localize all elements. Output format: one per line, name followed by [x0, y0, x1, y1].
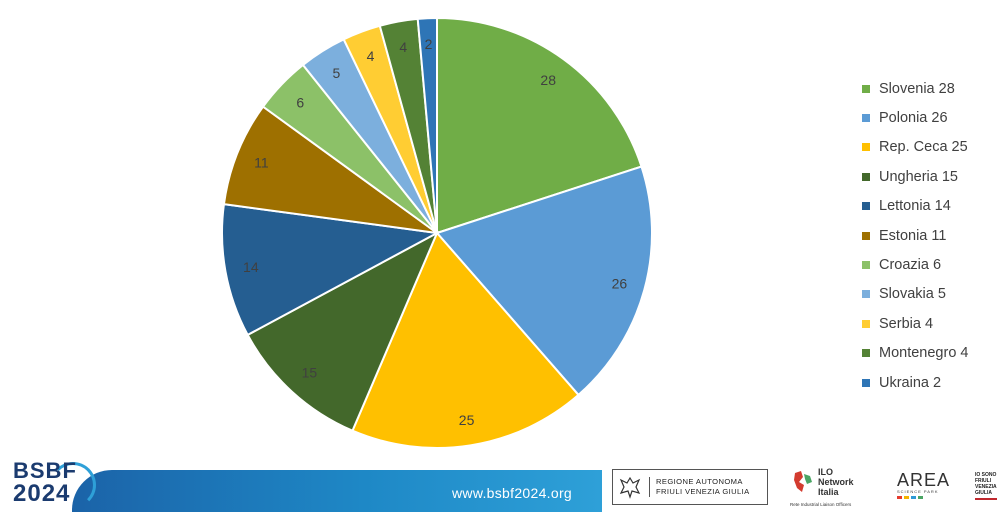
ilo-line2: Network [818, 477, 854, 487]
regione-text: REGIONE AUTONOMA FRIULI VENEZIA GIULIA [649, 477, 750, 497]
ilo-subtitle: Rete Industrial Liaison Officers [790, 502, 852, 507]
legend-swatch [862, 290, 870, 299]
bsbf-logo: BSBF 2024 [10, 456, 96, 512]
legend-swatch [862, 319, 870, 328]
logo-text-line1: BSBF [13, 458, 77, 483]
pie-slice-rep-ceca [351, 231, 580, 449]
pie-slice-estonia [222, 105, 438, 234]
slice-value-label: 25 [459, 412, 475, 428]
legend-swatch [862, 349, 870, 358]
area-title: AREA [897, 470, 951, 490]
pie-slice-slovenia [436, 16, 643, 235]
pie-slice-lettonia [221, 203, 441, 337]
iosono-line2: FRIULI [975, 478, 992, 484]
slice-value-label: 28 [540, 72, 556, 88]
slice-value-label: 14 [243, 259, 259, 275]
slice-value-label: 26 [612, 275, 628, 291]
ilo-line1: ILO [818, 467, 833, 477]
footer-band: www.bsbf2024.org [72, 470, 602, 512]
regione-fvg-logo: REGIONE AUTONOMA FRIULI VENEZIA GIULIA [612, 469, 768, 505]
slice-value-label: 6 [296, 94, 304, 110]
area-bars-icon [897, 496, 953, 499]
legend-item: Serbia 4 [862, 309, 968, 338]
slice-value-label: 5 [332, 65, 340, 81]
iosono-line1: IO SONO [975, 472, 997, 478]
pie-slice-ungheria [246, 230, 440, 433]
legend-label: Ungheria 15 [879, 168, 958, 185]
legend-item: Montenegro 4 [862, 339, 968, 368]
iosono-line3: VENEZIA [975, 484, 997, 490]
legend-item: Croazia 6 [862, 250, 968, 279]
slice-value-label: 15 [302, 365, 318, 381]
legend-swatch [862, 114, 870, 123]
legend-swatch [862, 143, 870, 152]
slice-value-label: 4 [399, 39, 407, 55]
regione-line1: REGIONE AUTONOMA [656, 477, 743, 486]
regione-line2: FRIULI VENEZIA GIULIA [656, 487, 750, 496]
legend-item: Rep. Ceca 25 [862, 133, 968, 162]
legend-swatch [862, 172, 870, 181]
legend-item: Lettonia 14 [862, 192, 968, 221]
pie-slice-ukraina [416, 16, 438, 234]
chart-legend: Slovenia 28 Polonia 26 Rep. Ceca 25 Ungheri… [862, 74, 968, 397]
footer-url[interactable]: www.bsbf2024.org [452, 485, 572, 501]
iosono-line4: GIULIA [975, 490, 992, 496]
legend-label: Estonia 11 [879, 227, 947, 244]
ilo-mark-icon [794, 471, 812, 492]
area-subtitle: SCIENCE PARK [897, 489, 939, 494]
eagle-icon [619, 476, 641, 499]
footer: www.bsbf2024.org BSBF 2024 REGIONE AUTON… [0, 452, 1000, 512]
legend-label: Serbia 4 [879, 315, 934, 332]
slice-value-label: 11 [254, 155, 269, 171]
legend-swatch [862, 202, 870, 211]
legend-swatch [862, 231, 870, 240]
legend-label: Slovakia 5 [879, 286, 946, 303]
ilo-line3: Italia [818, 487, 839, 497]
area-science-park-logo: AREA SCIENCE PARK [897, 470, 953, 504]
iosono-underline [975, 498, 997, 500]
legend-swatch [862, 261, 870, 270]
logo-arc-icon [50, 462, 96, 508]
legend-label: Lettonia 14 [879, 198, 951, 215]
ilo-network-logo: ILO Network Italia Rete Industrial Liais… [790, 466, 876, 510]
legend-item: Estonia 11 [862, 221, 968, 250]
logo-text-line2: 2024 [13, 480, 71, 507]
pie-chart: 28 26 25 15 14 11 6 5 4 4 2 [221, 16, 653, 449]
legend-label: Montenegro 4 [879, 345, 969, 362]
legend-swatch [862, 84, 870, 93]
ilo-text: ILO Network Italia [818, 467, 854, 497]
legend-item: Polonia 26 [862, 103, 968, 132]
legend-item: Slovakia 5 [862, 280, 968, 309]
legend-label: Croazia 6 [879, 257, 942, 274]
slice-value-label: 2 [425, 36, 433, 52]
legend-swatch [862, 378, 870, 387]
legend-label: Rep. Ceca 25 [879, 139, 968, 156]
legend-label: Ukraina 2 [879, 374, 942, 391]
legend-label: Slovenia 28 [879, 80, 955, 97]
slice-value-label: 4 [367, 48, 375, 64]
legend-label: Polonia 26 [879, 110, 948, 127]
io-sono-fvg-logo: IO SONO FRIULI VENEZIA GIULIA [975, 472, 1000, 506]
legend-item: Slovenia 28 [862, 74, 968, 103]
legend-item: Ungheria 15 [862, 162, 968, 191]
legend-item: Ukraina 2 [862, 368, 968, 397]
pie-slice-polonia [435, 165, 653, 397]
